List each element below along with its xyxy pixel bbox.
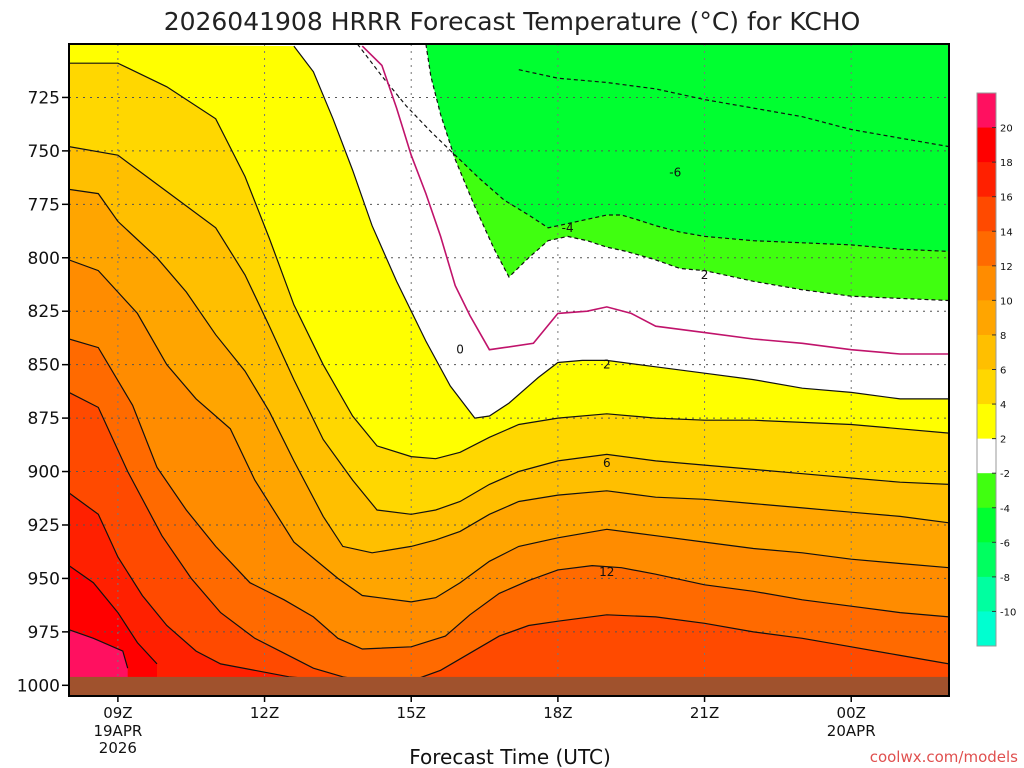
- colorbar-label: -6: [1000, 538, 1010, 549]
- contour-label: 6: [603, 456, 611, 470]
- y-tick-label: 750: [28, 142, 60, 162]
- y-tick-label: 925: [28, 516, 60, 536]
- contour-label: -4: [562, 221, 574, 235]
- contour-line--6: [518, 69, 949, 148]
- contour-line--2: [425, 44, 949, 302]
- x-tick-label: 18Z: [543, 704, 572, 722]
- contour-line-12: [69, 338, 949, 650]
- x-tick-label: 21Z: [690, 704, 719, 722]
- x-axis-label: Forecast Time (UTC): [409, 745, 611, 768]
- colorbar-swatch: [977, 265, 996, 301]
- contour-line-6: [69, 146, 949, 515]
- y-axis: 725 750 775 800 825 850 875 900 925 950 975 1000: [17, 88, 69, 696]
- colorbar-swatch: [977, 542, 996, 578]
- y-tick-label: 725: [28, 88, 60, 108]
- colorbar-label: 4: [1000, 400, 1006, 411]
- colorbar-swatch: [977, 300, 996, 336]
- x-tick-sublabel: 2026: [99, 739, 137, 757]
- colorbar-swatch: [977, 93, 996, 129]
- ground-fill: [69, 676, 949, 696]
- y-tick-label: 1000: [17, 676, 60, 696]
- colorbar-label: 12: [1000, 262, 1013, 273]
- contour-label: 0: [456, 343, 464, 357]
- colorbar-label: 18: [1000, 158, 1013, 169]
- colorbar-label: -4: [1000, 504, 1010, 515]
- colorbar-label: 6: [1000, 366, 1006, 377]
- contour-line-20: [69, 629, 129, 669]
- contour-lines: [69, 44, 949, 684]
- colorbar-swatch: [977, 507, 996, 543]
- x-tick-label: 09Z: [103, 704, 132, 722]
- y-tick-label: 850: [28, 356, 60, 376]
- contour-label: 12: [599, 565, 614, 579]
- colorbar-swatch: [977, 611, 996, 647]
- y-tick-label: 800: [28, 249, 60, 269]
- ground-layer: [69, 676, 949, 696]
- colorbar-swatch: [977, 196, 996, 232]
- colorbar-swatch: [977, 162, 996, 198]
- colorbar-label: -8: [1000, 573, 1010, 584]
- colorbar-label: -2: [1000, 469, 1010, 480]
- x-tick-sublabel: 19APR: [93, 722, 142, 740]
- credit-text: coolwx.com/models: [870, 748, 1018, 766]
- x-tick-label: 12Z: [250, 704, 279, 722]
- colorbar-swatch: [977, 231, 996, 267]
- colorbar-label: 10: [1000, 296, 1013, 307]
- y-tick-label: 950: [28, 569, 60, 589]
- y-tick-label: 975: [28, 623, 60, 643]
- plot-frame: [68, 43, 950, 697]
- colorbar: -10 -8 -6 -4 -2 2 4 6 8 10 12 14 16 18 20: [976, 92, 1016, 647]
- contour-line-16: [69, 492, 338, 682]
- colorbar-label: 8: [1000, 331, 1006, 342]
- contour-line-18: [69, 565, 158, 665]
- colorbar-swatch: [977, 334, 996, 370]
- contour-label: 2: [603, 358, 611, 372]
- contour-line-10: [69, 259, 949, 603]
- colorbar-swatch: [977, 369, 996, 405]
- y-tick-label: 775: [28, 195, 60, 215]
- y-tick-label: 875: [28, 409, 60, 429]
- colorbar-swatch: [977, 404, 996, 440]
- contour-labels: -6 -4 2 0 2 6 12: [456, 165, 709, 579]
- colorbar-label: -10: [1000, 607, 1016, 618]
- y-tick-label: 825: [28, 302, 60, 322]
- contour-line-0: [361, 45, 949, 355]
- contour-line-8: [69, 188, 949, 554]
- x-tick-label: 00Z: [837, 704, 866, 722]
- temperature-fill-bands: [69, 44, 949, 696]
- x-tick-label: 15Z: [397, 704, 426, 722]
- colorbar-swatch: [977, 576, 996, 612]
- contour-line--4: [356, 44, 949, 252]
- colorbar-label: 16: [1000, 193, 1013, 204]
- colorbar-swatch: [977, 127, 996, 163]
- colorbar-label: 20: [1000, 124, 1013, 135]
- colorbar-swatch: [977, 438, 996, 474]
- chart-title: 2026041908 HRRR Forecast Temperature (°C…: [164, 7, 861, 36]
- colorbar-label: 14: [1000, 227, 1013, 238]
- fill-band-10: [69, 259, 949, 696]
- x-tick-sublabel: 20APR: [827, 722, 876, 740]
- colorbar-label: 2: [1000, 435, 1006, 446]
- y-tick-label: 900: [28, 463, 60, 483]
- colorbar-swatch: [977, 473, 996, 509]
- contour-label: 2: [701, 268, 709, 282]
- contour-line-4: [69, 62, 949, 460]
- contour-line-14: [69, 391, 949, 684]
- contour-label: -6: [669, 165, 681, 179]
- contour-line-2: [293, 45, 949, 419]
- fill-band-12: [69, 339, 949, 696]
